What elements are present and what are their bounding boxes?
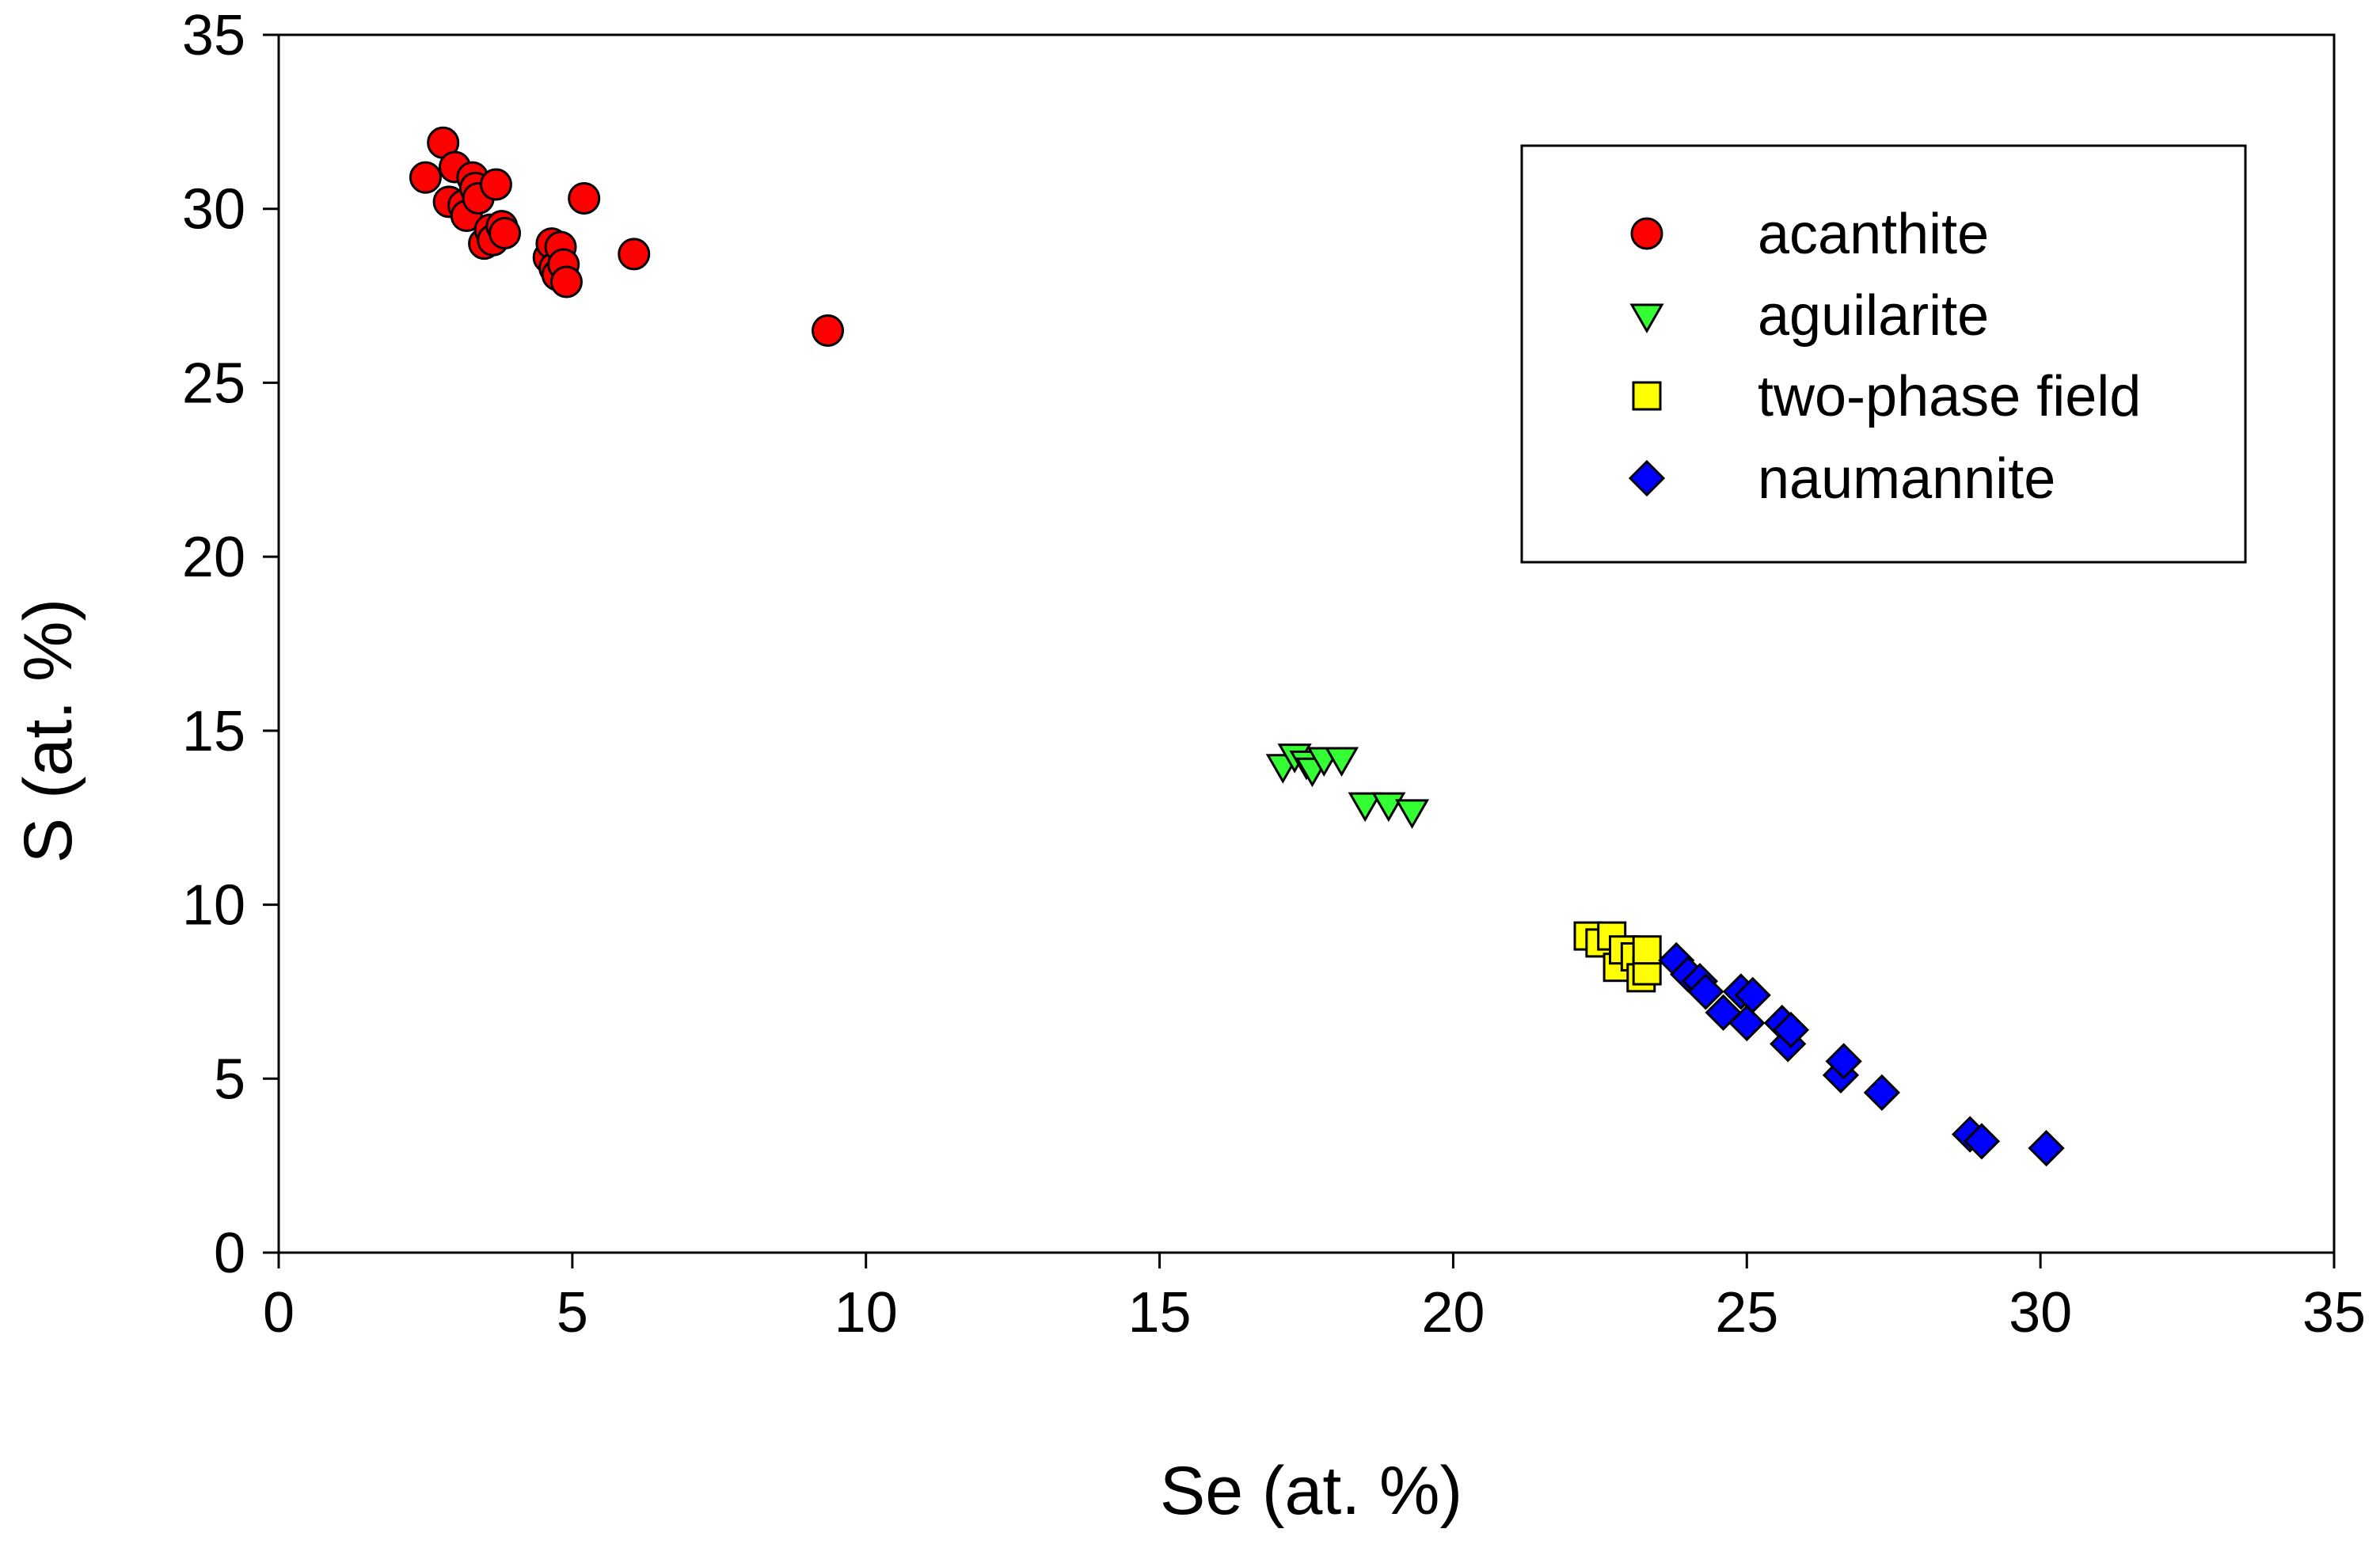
data-point — [1632, 935, 1662, 965]
plot-area-frame — [277, 33, 2336, 1254]
x-tick-label: 25 — [1715, 1281, 1778, 1344]
legend-label: aguilarite — [1758, 284, 1989, 348]
data-point — [568, 182, 601, 215]
y-tick-label: 25 — [182, 352, 245, 415]
legend: acanthite aguilarite two-phase field nauman… — [1520, 144, 2247, 564]
x-tick-label: 15 — [1128, 1281, 1192, 1344]
data-point — [1963, 1123, 2001, 1160]
x-tick-label: 30 — [2009, 1281, 2072, 1344]
legend-marker — [1632, 381, 1662, 411]
y-tick-label: 20 — [182, 526, 245, 589]
data-point — [1825, 1043, 1862, 1080]
series-two-phase-field — [1573, 921, 1662, 993]
data-point — [1863, 1074, 1901, 1111]
data-point — [1371, 792, 1406, 823]
series-naumannite — [1658, 941, 2065, 1167]
y-tick-label: 35 — [182, 4, 245, 67]
x-axis-title: Se (at. %) — [1160, 1453, 1462, 1529]
x-tick-label: 5 — [557, 1281, 588, 1344]
data-point — [2028, 1130, 2065, 1167]
series-aguilarite — [1265, 743, 1430, 829]
legend-label: naumannite — [1758, 447, 2055, 511]
data-point — [1734, 976, 1771, 1013]
data-point — [812, 314, 845, 348]
x-tick-label: 35 — [2302, 1281, 2366, 1344]
y-tick-label: 10 — [182, 874, 245, 937]
legend-marker — [1628, 459, 1666, 497]
series-acanthite — [409, 126, 845, 348]
data-point — [1394, 799, 1430, 829]
data-point — [549, 265, 583, 299]
data-point — [618, 238, 651, 271]
legend-marker — [1630, 217, 1663, 250]
x-tick-label: 20 — [1421, 1281, 1485, 1344]
y-tick-label: 0 — [214, 1222, 245, 1285]
y-tick-label: 30 — [182, 178, 245, 241]
data-point — [1772, 1011, 1810, 1048]
x-tick-label: 0 — [263, 1281, 295, 1344]
x-tick-label: 10 — [835, 1281, 898, 1344]
data-point — [1728, 1004, 1766, 1042]
legend-label: acanthite — [1758, 203, 1989, 266]
y-tick-label: 5 — [214, 1048, 245, 1111]
legend-label: two-phase field — [1758, 365, 2141, 428]
data-point — [409, 161, 442, 194]
data-point — [489, 216, 522, 249]
legend-marker — [1629, 303, 1664, 334]
data-point — [1348, 792, 1382, 823]
legend-box — [1520, 144, 2247, 564]
y-tick-label: 15 — [182, 700, 245, 763]
data-point — [479, 168, 512, 201]
data-point — [1324, 747, 1359, 778]
y-axis-title: S (at. %) — [10, 599, 86, 864]
data-point — [1687, 973, 1724, 1010]
